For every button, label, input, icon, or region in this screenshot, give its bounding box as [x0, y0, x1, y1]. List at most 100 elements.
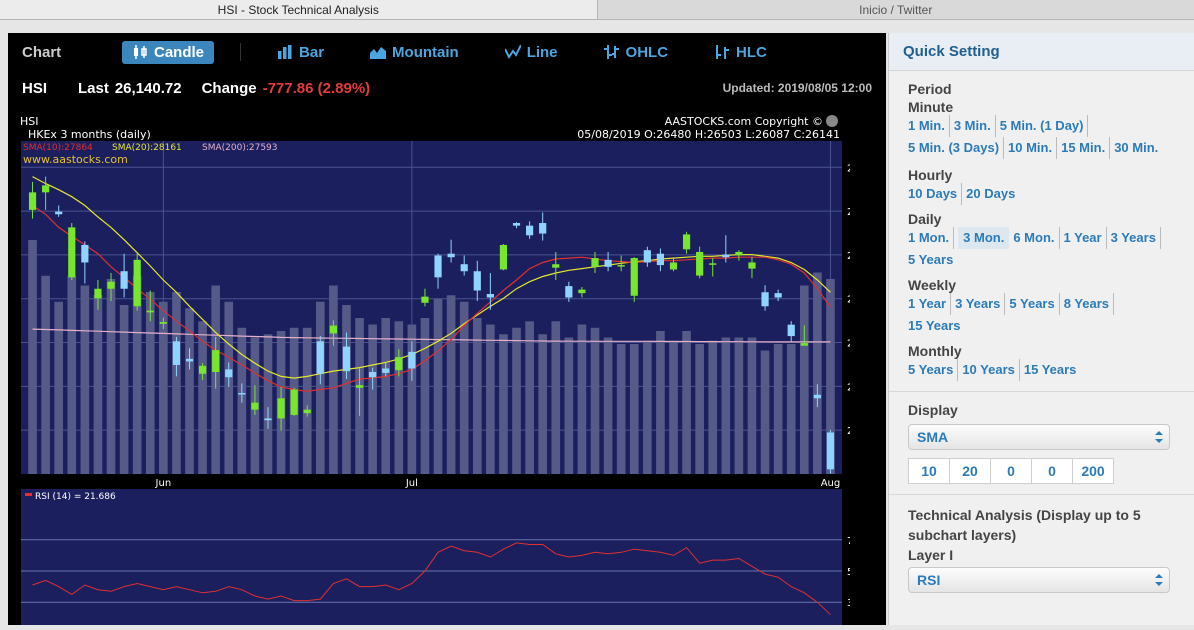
period-link[interactable]: 15 Years	[908, 315, 965, 337]
select-arrows-icon	[1155, 431, 1163, 443]
volume-bar	[525, 321, 534, 474]
chart-type-candle-label: Candle	[154, 44, 204, 61]
volume-bar	[551, 321, 560, 474]
display-title: Display	[908, 402, 1194, 418]
display-select[interactable]: SMA	[908, 424, 1170, 450]
period-link[interactable]: 15 Years	[1024, 359, 1081, 381]
ta-title: Technical Analysis (Display up to 5 subc…	[908, 505, 1170, 545]
hourly-title: Hourly	[908, 167, 1194, 183]
chart-type-hlc-button[interactable]: HLC	[704, 41, 777, 64]
layer-title: Layer I	[908, 547, 1194, 563]
sma-param-1[interactable]: 10	[908, 458, 950, 484]
rsi-tick-label: 70	[847, 536, 850, 547]
candle-body	[225, 369, 232, 377]
mountain-icon	[370, 45, 386, 59]
period-link[interactable]: 5 Years	[908, 249, 957, 271]
change-value: -777.86 (2.89%)	[263, 80, 371, 97]
volume-bar	[761, 351, 770, 475]
select-arrows-icon	[1155, 574, 1163, 586]
period-link[interactable]: 20 Days	[966, 183, 1019, 205]
period-link[interactable]: 1 Mon.	[908, 227, 954, 249]
volume-bar	[656, 331, 665, 474]
chart-panel: Chart Candle Bar Mountain Line OHLC HLC …	[8, 33, 886, 625]
sma-param-4[interactable]: 0	[1031, 458, 1073, 484]
volume-bar	[381, 318, 390, 474]
chart-type-candle-button[interactable]: Candle	[122, 41, 214, 64]
chart-type-bar-button[interactable]: Bar	[267, 41, 334, 64]
y-tick-label: 29086	[847, 207, 850, 218]
period-link[interactable]: 1 Year	[1064, 227, 1107, 249]
volume-bar	[643, 341, 652, 474]
period-link[interactable]: 10 Days	[908, 183, 962, 205]
chart-type-mountain-label: Mountain	[392, 44, 459, 61]
volume-bar	[67, 276, 76, 474]
period-link[interactable]: 6 Mon.	[1013, 227, 1059, 249]
volume-bar	[329, 286, 338, 475]
candle-body	[199, 366, 206, 374]
sma-param-2[interactable]: 20	[949, 458, 991, 484]
ohlc-icon	[604, 45, 620, 59]
candle-body	[500, 245, 507, 270]
chart-type-ohlc-button[interactable]: OHLC	[594, 41, 679, 64]
chart-type-mountain-button[interactable]: Mountain	[360, 41, 469, 64]
candle-body	[761, 292, 768, 306]
period-link[interactable]: 1 Min.	[908, 115, 950, 137]
period-link[interactable]: 1 Year	[908, 293, 951, 315]
candle-body	[801, 343, 808, 346]
volume-bar	[578, 325, 587, 475]
candle-body	[277, 398, 284, 418]
candle-body	[317, 341, 324, 373]
period-link[interactable]: 8 Years	[1064, 293, 1114, 315]
period-link[interactable]: 5 Years	[908, 359, 958, 381]
period-link[interactable]: 30 Min.	[1114, 137, 1162, 159]
candle-body	[68, 227, 75, 277]
period-link[interactable]: 3 Years	[955, 293, 1005, 315]
candle-body	[513, 223, 520, 226]
layer-select[interactable]: RSI	[908, 567, 1170, 593]
period-link[interactable]: 3 Min.	[954, 115, 996, 137]
period-link[interactable]: 5 Min. (3 Days)	[908, 137, 1004, 159]
period-link[interactable]: 5 Min. (1 Day)	[1000, 115, 1089, 137]
chart-type-toolbar: Chart Candle Bar Mountain Line OHLC HLC	[8, 33, 886, 71]
technical-analysis-section: Technical Analysis (Display up to 5 subc…	[889, 495, 1194, 593]
candle-body	[343, 347, 350, 372]
sma-param-3[interactable]: 0	[990, 458, 1032, 484]
candle-body	[134, 260, 141, 306]
volume-bar	[774, 344, 783, 474]
candle-body	[94, 289, 101, 299]
candle-body	[670, 262, 677, 269]
period-link[interactable]: 15 Min.	[1061, 137, 1110, 159]
candle-body	[604, 260, 611, 267]
period-link[interactable]: 3 Mon.	[958, 227, 1009, 249]
volume-bar	[604, 338, 613, 475]
period-link[interactable]: 5 Years	[1009, 293, 1059, 315]
sma-param-5[interactable]: 200	[1072, 458, 1114, 484]
volume-bar	[81, 286, 90, 475]
candle-body	[827, 432, 834, 469]
browser-tab-inactive[interactable]: Inicio / Twitter	[598, 0, 1194, 19]
candle-body	[578, 290, 585, 294]
volume-bar	[800, 286, 809, 475]
period-link[interactable]: 10 Min.	[1008, 137, 1057, 159]
minute-title: Minute	[908, 99, 1194, 115]
candle-body	[474, 271, 481, 290]
volume-bar	[813, 273, 822, 475]
rsi-plot-area	[21, 489, 842, 625]
browser-tab-active[interactable]: HSI - Stock Technical Analysis	[0, 0, 598, 19]
chart-type-line-button[interactable]: Line	[495, 41, 568, 64]
candle-body	[186, 359, 193, 362]
volume-bar	[735, 338, 744, 475]
period-link[interactable]: 3 Years	[1111, 227, 1161, 249]
volume-bar	[669, 341, 678, 474]
chart-type-hlc-label: HLC	[736, 44, 767, 61]
candle-body	[683, 234, 690, 249]
x-tick-label: Jun	[155, 478, 172, 489]
candle-body	[552, 264, 559, 268]
period-link[interactable]: 10 Years	[962, 359, 1020, 381]
candle-body	[788, 325, 795, 336]
last-label: Last	[78, 80, 109, 97]
candle-body	[631, 258, 638, 296]
volume-bar	[473, 318, 482, 474]
